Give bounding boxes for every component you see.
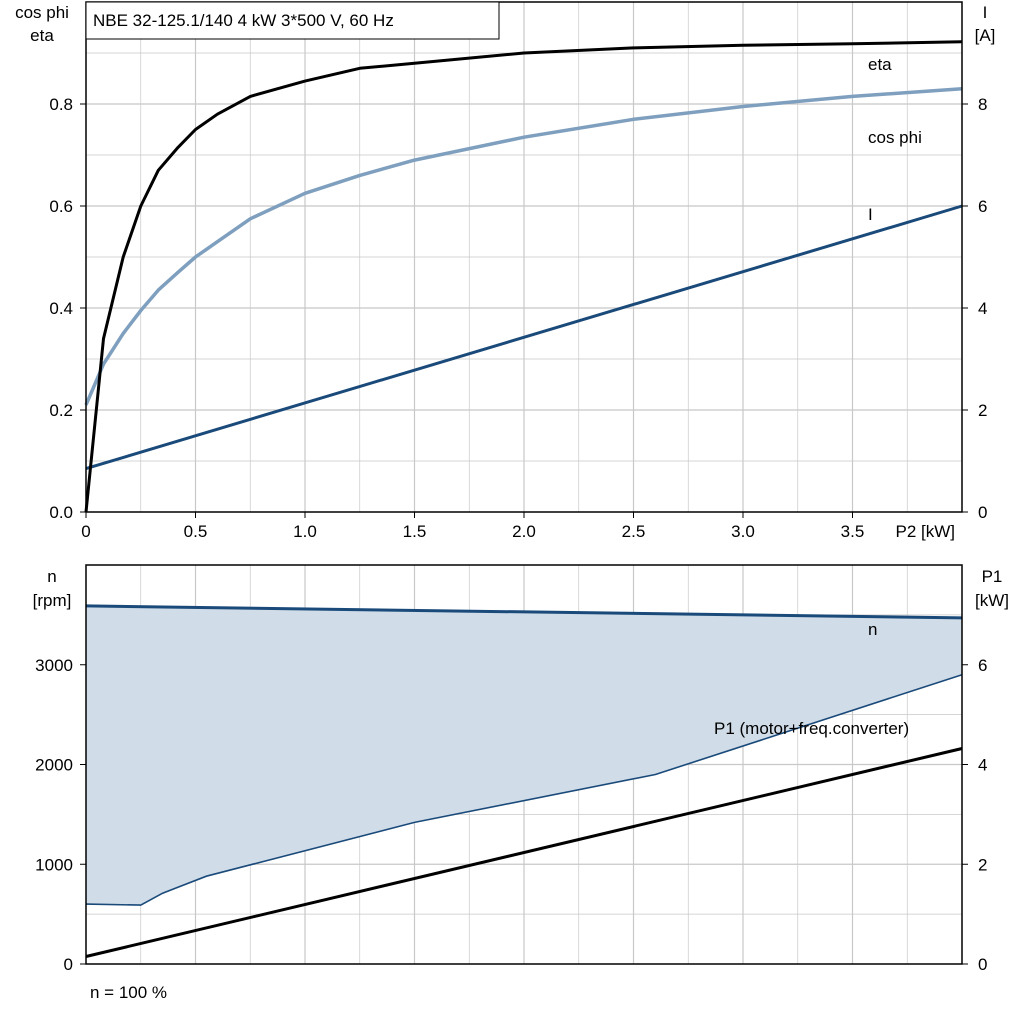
top-plot-grid <box>86 2 962 512</box>
bottom-right-tick-label: 2 <box>978 855 987 874</box>
top-left-tick-label: 0.8 <box>49 95 73 114</box>
top-right-tick-label: 6 <box>978 197 987 216</box>
p1-line <box>85 747 963 958</box>
top-left-axis-label-line1: cos phi <box>15 3 69 22</box>
speed-footnote: n = 100 % <box>90 983 167 1002</box>
top-right-tick-label: 8 <box>978 95 987 114</box>
cosphi-curve <box>84 86 963 406</box>
bottom-right-axis-label-line2: [kW] <box>975 591 1009 610</box>
bottom-right-tick-label: 4 <box>978 756 987 775</box>
top-left-tick-label: 0.2 <box>49 401 73 420</box>
bottom-plot: 0 1000 2000 3000 0 2 4 6 n [rpm] P1 [kW] n P1 … <box>33 564 1009 1002</box>
top-x-tick-labels: 0 0.5 1.0 1.5 2.0 2.5 3.0 3.5 <box>81 512 864 541</box>
top-x-tick-label: 2.0 <box>512 522 536 541</box>
speed-envelope-lower-edge <box>85 673 963 906</box>
chart-title: NBE 32-125.1/140 4 kW 3*500 V, 60 Hz <box>93 11 394 30</box>
bottom-left-tick-label: 2000 <box>35 756 73 775</box>
top-x-tick-label: 3.5 <box>841 522 865 541</box>
bottom-left-axis-label-line2: [rpm] <box>33 591 72 610</box>
top-x-tick-label: 2.5 <box>622 522 646 541</box>
current-series-label: I <box>868 205 873 224</box>
top-right-tick-label: 0 <box>978 503 987 522</box>
top-right-tick-label: 4 <box>978 299 987 318</box>
bottom-left-tick-label: 3000 <box>35 656 73 675</box>
top-left-tick-label: 0.0 <box>49 503 73 522</box>
top-x-axis-label: P2 [kW] <box>895 522 955 541</box>
bottom-left-tick-labels: 0 1000 2000 3000 <box>35 656 86 974</box>
eta-curve <box>84 40 963 513</box>
top-right-axis-label-line1: I <box>983 3 988 22</box>
bottom-plot-series <box>85 604 963 958</box>
top-right-axis-label-line2: [A] <box>975 26 996 45</box>
top-x-tick-label: 0.5 <box>184 522 208 541</box>
chart-title-box <box>85 1 500 40</box>
top-x-tick-label: 1.5 <box>403 522 427 541</box>
bottom-right-tick-label: 0 <box>978 955 987 974</box>
bottom-left-axis-label-line1: n <box>47 567 56 586</box>
bottom-left-tick-label: 0 <box>64 955 73 974</box>
bottom-right-axis-label-line1: P1 <box>982 567 1003 586</box>
top-x-tick-label: 3.0 <box>731 522 755 541</box>
top-x-tick-label: 0 <box>81 522 90 541</box>
top-left-axis-label-line2: eta <box>30 26 54 45</box>
speed-line <box>85 604 963 620</box>
top-plot: 0 0.5 1.0 1.5 2.0 2.5 3.0 3.5 0.0 0.2 0.4 0.6 0.8 0… <box>15 1 996 541</box>
bottom-right-tick-label: 6 <box>978 656 987 675</box>
eta-series-label: eta <box>868 55 892 74</box>
cosphi-series-label: cos phi <box>868 128 922 147</box>
top-plot-series <box>84 40 963 513</box>
top-left-tick-label: 0.4 <box>49 299 73 318</box>
top-left-tick-labels: 0.0 0.2 0.4 0.6 0.8 <box>49 95 86 522</box>
top-left-tick-label: 0.6 <box>49 197 73 216</box>
bottom-left-tick-label: 1000 <box>35 855 73 874</box>
top-right-tick-labels: 0 2 4 6 8 <box>962 95 987 522</box>
top-right-tick-label: 2 <box>978 401 987 420</box>
p1-series-label: P1 (motor+freq.converter) <box>714 719 909 738</box>
current-line <box>85 204 963 471</box>
top-x-tick-label: 1.0 <box>293 522 317 541</box>
speed-series-label: n <box>868 620 877 639</box>
bottom-right-tick-labels: 0 2 4 6 <box>962 656 987 974</box>
speed-operating-envelope <box>86 605 962 906</box>
